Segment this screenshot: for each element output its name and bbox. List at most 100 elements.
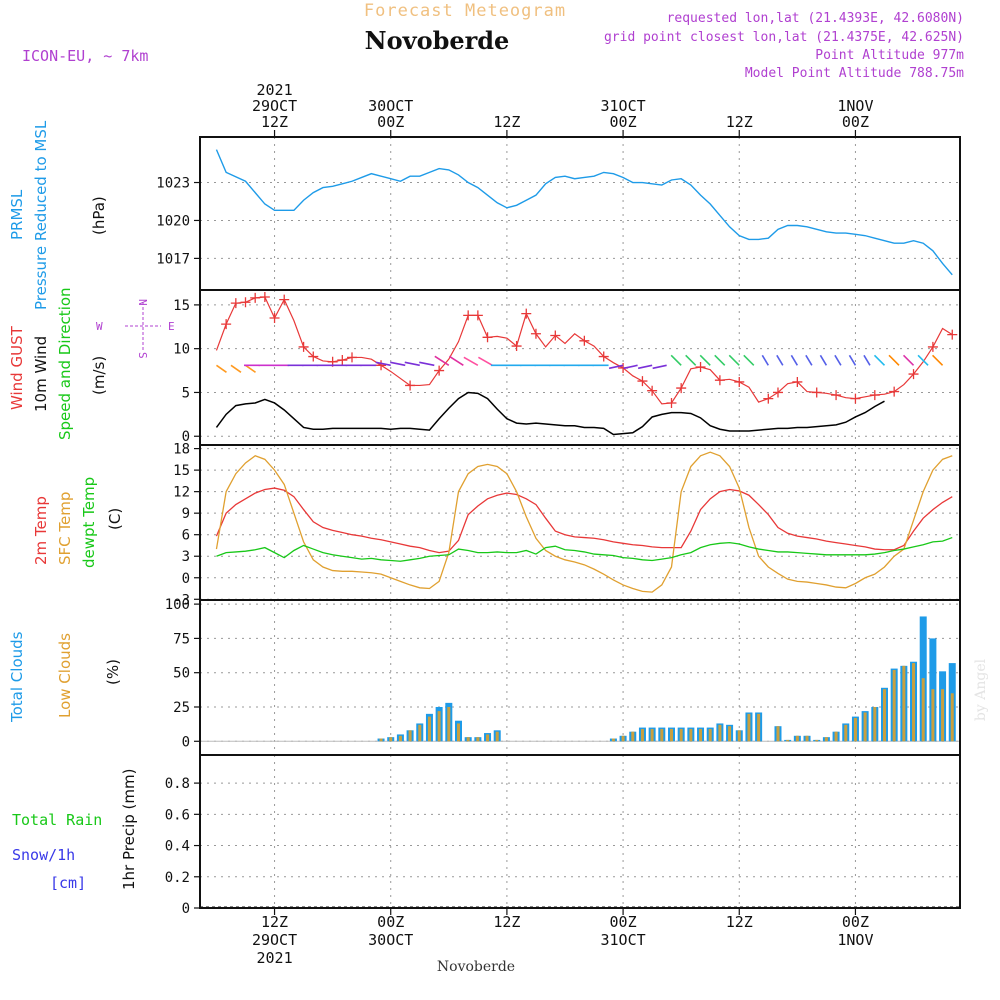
top-time-label: 29OCT — [252, 97, 297, 115]
wind-direction-arrow — [215, 364, 227, 373]
y-tick-label: 0.2 — [165, 870, 190, 886]
wind-gust-marker — [279, 294, 290, 305]
y-tick-label: 50 — [173, 666, 190, 682]
wind-gust-marker — [405, 380, 416, 391]
wind-gust-marker — [647, 385, 658, 396]
y-tick-label: 0.8 — [165, 776, 190, 792]
top-time-label: 31OCT — [601, 97, 646, 115]
low-cloud-bar — [786, 739, 790, 742]
clouds-unit: (%) — [104, 659, 122, 685]
wind-direction-arrow — [670, 354, 682, 366]
bottom-time-label: 12Z — [726, 913, 753, 931]
y-tick-label: 6 — [182, 528, 190, 544]
low-cloud-bar — [495, 731, 499, 742]
y-tick-label: 1017 — [156, 251, 190, 267]
y-tick-label: 12 — [173, 485, 190, 501]
wind-direction-arrow — [848, 354, 857, 366]
y-tick-label: 15 — [173, 463, 190, 479]
bottom-time-label: 31OCT — [601, 931, 646, 949]
wind-direction-arrow — [805, 354, 813, 366]
pressure-label-reduced: Pressure Reduced to MSL — [32, 120, 50, 310]
bottom-time-label: 12Z — [261, 913, 288, 931]
low-clouds-label: Low Clouds — [56, 633, 74, 718]
low-cloud-bar — [679, 728, 683, 742]
wind-gust-line — [215, 296, 953, 405]
requested-coordinates: requested lon,lat (21.4393E, 42.6080N) — [667, 11, 964, 26]
low-cloud-bar — [718, 724, 722, 742]
wind-direction-arrow — [761, 354, 769, 366]
panel-border — [199, 136, 961, 291]
wind-direction-arrow — [463, 356, 479, 367]
temp-unit: (C) — [106, 508, 124, 530]
wind-gust-marker — [763, 393, 774, 404]
precip-label: 1hr Precip (mm) — [120, 769, 138, 890]
wind-gust-marker — [714, 375, 725, 386]
wind-direction-arrow — [714, 354, 726, 366]
pressure-label-prmsl: PRMSL — [8, 189, 26, 240]
low-cloud-bar — [631, 731, 635, 742]
top-time-label: 2021 — [256, 81, 292, 99]
wind-gust-marker — [927, 341, 938, 352]
y-tick-label: 9 — [182, 506, 190, 522]
low-cloud-bar — [805, 735, 809, 742]
wind-gust-marker — [792, 376, 803, 387]
low-cloud-bar — [640, 728, 644, 742]
wind-gust-marker — [240, 297, 251, 308]
wind-direction-arrow — [375, 361, 391, 367]
low-cloud-bar — [427, 716, 431, 742]
wind-gust-marker — [298, 341, 309, 352]
wind-direction-arrow — [685, 354, 697, 366]
top-time-label: 00Z — [377, 113, 404, 131]
wind-gust-marker — [734, 376, 745, 387]
temp-sfc-label: SFC Temp — [56, 492, 74, 565]
wind-unit: (m/s) — [90, 356, 108, 395]
wind-direction-arrow — [404, 361, 420, 367]
wind-direction-arrow — [699, 354, 711, 366]
low-cloud-bar — [689, 728, 693, 742]
wind-gust-marker — [772, 387, 783, 398]
bottom-time-label: 12Z — [493, 913, 520, 931]
low-cloud-bar — [447, 706, 451, 742]
top-time-label: 00Z — [610, 113, 637, 131]
wind-gust-marker — [347, 352, 357, 363]
low-cloud-bar — [437, 711, 441, 742]
low-cloud-bar — [456, 723, 460, 742]
bottom-time-label: 00Z — [842, 913, 869, 931]
low-cloud-bar — [611, 738, 615, 742]
footer-location: Novoberde — [437, 959, 515, 975]
total-clouds-label: Total Clouds — [8, 631, 26, 723]
temp-dewpt-label: dewpt Temp — [80, 477, 98, 568]
low-cloud-bar — [398, 735, 402, 742]
y-tick-label: 0 — [182, 901, 190, 917]
wind-gust-marker — [850, 393, 861, 404]
watermark: by Angel — [973, 658, 989, 721]
wind-speed-direction-label: Speed and Direction — [56, 287, 74, 440]
wind-gust-marker — [250, 292, 261, 303]
wind-direction-arrow — [652, 364, 667, 370]
wind-gust-marker — [308, 351, 319, 362]
wind-gust-marker — [908, 369, 919, 380]
low-cloud-bar — [776, 726, 780, 742]
wind-direction-arrow — [448, 355, 464, 366]
wind-gust-marker — [889, 386, 900, 397]
y-tick-label: 0.4 — [165, 839, 190, 855]
wind-gust-marker — [221, 319, 232, 330]
wind-direction-arrow — [419, 361, 435, 367]
low-cloud-bar — [747, 713, 751, 742]
wind-gust-marker — [695, 362, 706, 373]
low-cloud-bar — [660, 728, 664, 742]
wind-gust-marker — [869, 390, 880, 401]
wind-gust-marker — [511, 341, 522, 352]
wind-gust-marker — [269, 313, 280, 324]
y-tick-label: 15 — [173, 298, 190, 314]
low-cloud-bar — [408, 730, 412, 742]
wind-direction-arrow — [863, 354, 871, 366]
bottom-time-label: 29OCT — [252, 931, 297, 949]
low-cloud-bar — [669, 728, 673, 742]
y-tick-label: 0 — [182, 571, 190, 587]
wind-direction-arrow — [608, 364, 624, 370]
low-cloud-bar — [621, 735, 625, 742]
wind-gust-label: Wind GUST — [8, 325, 26, 410]
wind-direction-arrow — [888, 354, 900, 366]
